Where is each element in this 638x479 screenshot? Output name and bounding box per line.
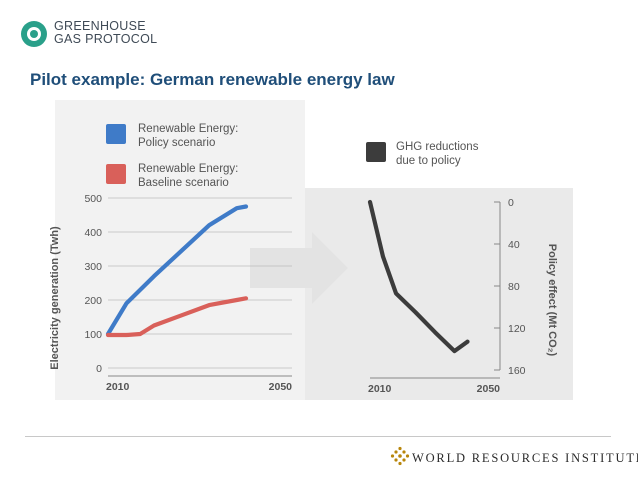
x-tick-label: 2010 [368, 383, 392, 395]
footer-divider [25, 436, 611, 437]
logo-wordmark: GREENHOUSE GAS PROTOCOL [54, 20, 157, 46]
series-line-baseline [105, 296, 249, 338]
legend-label-ghg-line1: GHG reductions [396, 141, 479, 153]
series-line-policy [105, 204, 249, 337]
legend-label-policy-line1: Renewable Energy: [138, 123, 238, 135]
charts-figure: Renewable Energy: Policy scenario Renewa… [49, 100, 573, 400]
right-chart-panel-shade [305, 188, 573, 400]
logo-line-2: GAS PROTOCOL [54, 32, 158, 46]
y-tick-label: 0 [508, 197, 514, 209]
legend-swatch-baseline [106, 164, 126, 184]
y-tick-label: 100 [84, 329, 102, 341]
footer-organization: WORLD RESOURCES INSTITUTE [412, 451, 638, 465]
y-tick-label: 400 [84, 227, 102, 239]
y-tick-label: 160 [508, 365, 526, 377]
y-tick-label: 0 [96, 363, 102, 375]
legend-label-policy-line2: Policy scenario [138, 137, 215, 149]
right-chart-plot: 0 40 80 120 160 2010 2050 [367, 197, 526, 395]
y-tick-label: 200 [84, 295, 102, 307]
legend-swatch-policy [106, 124, 126, 144]
x-tick-label: 2010 [106, 381, 130, 393]
legend-label-baseline-line1: Renewable Energy: [138, 163, 238, 175]
legend-swatch-ghg [366, 142, 386, 162]
transition-arrow-icon [250, 232, 348, 304]
legend-label-ghg-line2: due to policy [396, 155, 461, 167]
legend-label-baseline-line2: Baseline scenario [138, 177, 229, 189]
y-tick-label: 300 [84, 261, 102, 273]
wri-logo-icon [390, 446, 410, 466]
left-y-axis-title: Electricity generation (Twh) [49, 226, 61, 370]
series-line-ghg [367, 199, 470, 354]
greenhouse-gas-protocol-logo-icon [21, 21, 47, 47]
left-chart-plot: 0 100 200 300 400 500 2010 2050 [84, 193, 292, 393]
y-tick-label: 40 [508, 239, 520, 251]
y-tick-label: 120 [508, 323, 526, 335]
x-tick-label: 2050 [269, 381, 293, 393]
x-tick-label: 2050 [477, 383, 501, 395]
y-tick-label: 80 [508, 281, 520, 293]
logo-line-1: GREENHOUSE [54, 19, 146, 33]
slide-title: Pilot example: German renewable energy l… [30, 70, 395, 89]
right-y-axis-title: Policy effect (Mt CO₂) [546, 244, 558, 357]
y-tick-label: 500 [84, 193, 102, 205]
